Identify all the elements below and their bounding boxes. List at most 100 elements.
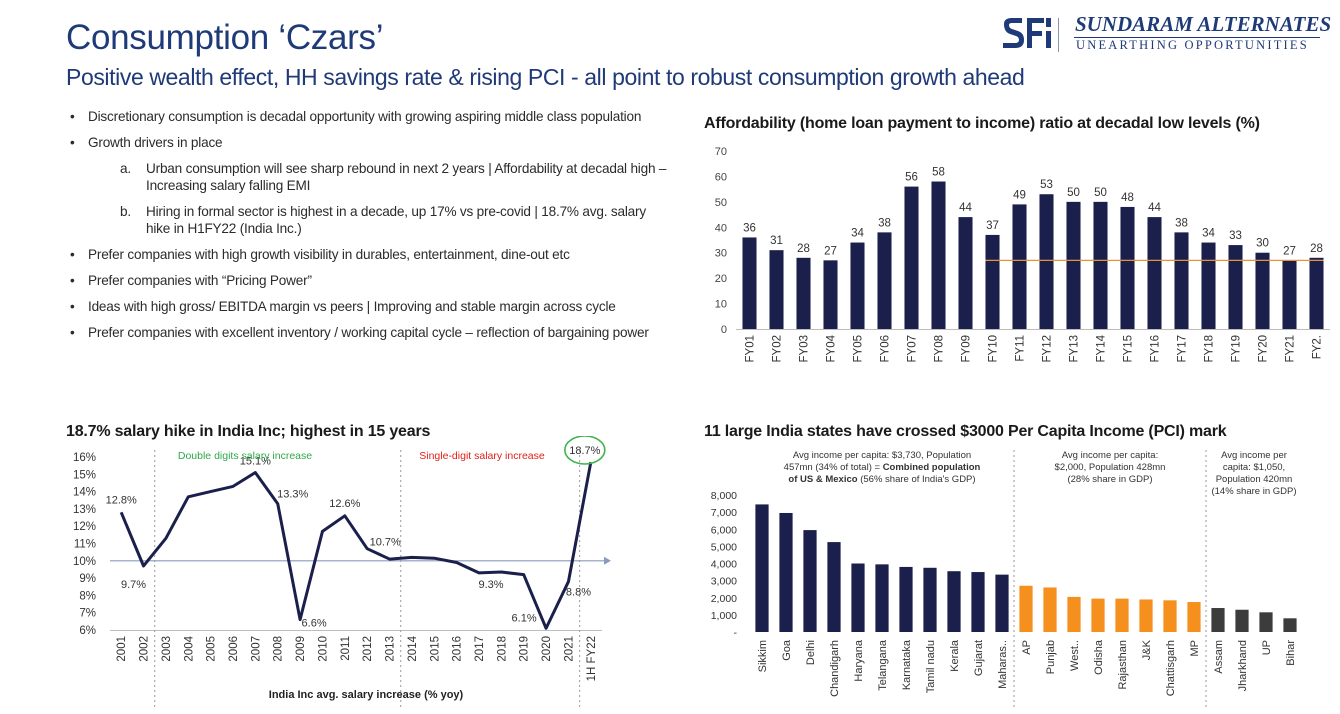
page-title: Consumption ‘Czars’ bbox=[66, 18, 384, 57]
bar bbox=[904, 186, 919, 329]
bar bbox=[1228, 245, 1243, 329]
data-label: 27 bbox=[824, 245, 837, 257]
x-tick-label: FY05 bbox=[853, 335, 865, 363]
brand-logo: SUNDARAM ALTERNATES UNEARTHING OPPORTUNI… bbox=[1000, 12, 1332, 58]
x-tick-label: Jharkhand bbox=[1237, 640, 1249, 691]
x-tick-label: FY01 bbox=[745, 335, 757, 363]
bar bbox=[779, 512, 793, 632]
y-tick-label: 13% bbox=[73, 504, 96, 516]
data-label: 48 bbox=[1121, 192, 1134, 204]
x-tick-label: FY18 bbox=[1204, 335, 1216, 363]
x-tick-label: FY2. bbox=[1312, 335, 1324, 359]
x-tick-label: FY13 bbox=[1069, 335, 1081, 363]
y-tick-label: 40 bbox=[715, 222, 727, 234]
x-tick-label: FY04 bbox=[826, 334, 838, 362]
x-tick-label: 2015 bbox=[429, 636, 441, 662]
y-tick-label: 3,000 bbox=[711, 576, 737, 588]
sf-logo-icon bbox=[1003, 18, 1051, 48]
x-tick-label: FY11 bbox=[1015, 335, 1027, 362]
sub-bullet-item: a. Urban consumption will see sharp rebo… bbox=[68, 160, 668, 194]
x-tick-label: Maharas.. bbox=[997, 640, 1009, 689]
bar bbox=[769, 250, 784, 329]
bullet-item: Growth drivers in place bbox=[68, 134, 668, 151]
salary-chart-title: 18.7% salary hike in India Inc; highest … bbox=[66, 423, 431, 440]
bar bbox=[1091, 598, 1105, 632]
sub-bullet-text: Hiring in formal sector is highest in a … bbox=[146, 204, 646, 236]
bar bbox=[1235, 609, 1249, 632]
x-tick-label: FY08 bbox=[934, 335, 946, 363]
y-tick-label: 4,000 bbox=[711, 559, 737, 571]
x-tick-label: FY03 bbox=[799, 335, 811, 363]
bar bbox=[1174, 232, 1189, 329]
group-note-line: $2,000, Population 428mn bbox=[1055, 462, 1166, 473]
data-label: 38 bbox=[878, 217, 891, 229]
bar bbox=[827, 542, 841, 632]
data-label: 9.3% bbox=[478, 579, 503, 591]
data-label: 50 bbox=[1094, 187, 1107, 199]
bar bbox=[1067, 596, 1081, 632]
bar bbox=[796, 257, 811, 329]
bar bbox=[742, 237, 757, 329]
bar bbox=[1187, 602, 1201, 632]
sub-bullet-marker: a. bbox=[120, 161, 131, 176]
y-tick-label: 12% bbox=[73, 521, 96, 533]
y-tick-label: 7,000 bbox=[711, 507, 737, 519]
x-tick-label: FY20 bbox=[1258, 335, 1270, 363]
group-note-line: 457mn (34% of total) = Combined populati… bbox=[784, 462, 981, 473]
x-tick-label: Assam bbox=[1213, 640, 1225, 674]
x-tick-label: Kerala bbox=[949, 639, 961, 672]
bar bbox=[877, 232, 892, 329]
data-label: 36 bbox=[743, 222, 756, 234]
bullet-item: Prefer companies with excellent inventor… bbox=[68, 324, 668, 341]
bar bbox=[1019, 585, 1033, 632]
bar bbox=[1163, 600, 1177, 632]
y-tick-label: 0 bbox=[721, 324, 727, 336]
x-tick-label: 2016 bbox=[452, 636, 464, 662]
data-label: 28 bbox=[797, 243, 810, 255]
x-tick-label: 2010 bbox=[317, 636, 329, 662]
data-label: 10.7% bbox=[370, 537, 401, 549]
series-line bbox=[119, 461, 593, 630]
x-tick-label: Sikkim bbox=[757, 640, 769, 672]
data-label: 12.6% bbox=[329, 498, 360, 510]
y-tick-label: 8,000 bbox=[711, 490, 737, 502]
x-tick-label: FY16 bbox=[1150, 335, 1162, 363]
bar bbox=[1012, 204, 1027, 329]
y-tick-label: 16% bbox=[73, 452, 96, 464]
x-tick-label: 2021 bbox=[563, 636, 575, 662]
highlight-circle bbox=[564, 436, 606, 465]
bar bbox=[755, 504, 769, 632]
x-tick-label: 2014 bbox=[407, 635, 419, 661]
x-tick-label: 2009 bbox=[295, 636, 307, 662]
x-tick-label: FY12 bbox=[1042, 335, 1054, 363]
group-note-line: (28% share in GDP) bbox=[1067, 474, 1152, 485]
affordability-chart: 0 10 20 30 40 50 60 70 36 FY01 31 FY02 28 FY03 27 FY04 3… bbox=[715, 146, 1330, 363]
data-label: 31 bbox=[770, 235, 783, 247]
x-tick-label: 2011 bbox=[340, 636, 352, 661]
bullet-item: Prefer companies with high growth visibi… bbox=[68, 246, 668, 263]
data-label: 9.7% bbox=[121, 579, 146, 591]
x-tick-label: FY15 bbox=[1123, 335, 1135, 363]
x-tick-label: 2012 bbox=[362, 636, 374, 662]
bar bbox=[923, 567, 937, 632]
data-label: 56 bbox=[905, 172, 918, 184]
x-tick-label: Punjab bbox=[1045, 640, 1057, 674]
sub-bullet-item: b. Hiring in formal sector is highest in… bbox=[68, 203, 668, 237]
group-note-line: Avg income per bbox=[1221, 450, 1287, 461]
bar bbox=[1120, 206, 1135, 329]
brand-name: SUNDARAM ALTERNATES bbox=[1075, 12, 1332, 36]
bullet-item: Discretionary consumption is decadal opp… bbox=[68, 108, 668, 125]
bar bbox=[823, 260, 838, 329]
y-tick-label: 2,000 bbox=[711, 593, 737, 605]
group-note-line: (14% share in GDP) bbox=[1211, 486, 1296, 497]
brand-rule bbox=[1074, 37, 1320, 38]
x-tick-label: Chattisgarh bbox=[1165, 640, 1177, 696]
data-label: 34 bbox=[1202, 228, 1215, 240]
bar bbox=[995, 574, 1009, 632]
x-tick-label: Bihar bbox=[1285, 640, 1297, 666]
bar bbox=[958, 217, 973, 329]
x-tick-label: Rajasthan bbox=[1117, 640, 1129, 690]
y-tick-label: 60 bbox=[715, 171, 727, 183]
x-tick-label: FY14 bbox=[1096, 334, 1108, 362]
x-tick-label: 2013 bbox=[385, 636, 397, 662]
